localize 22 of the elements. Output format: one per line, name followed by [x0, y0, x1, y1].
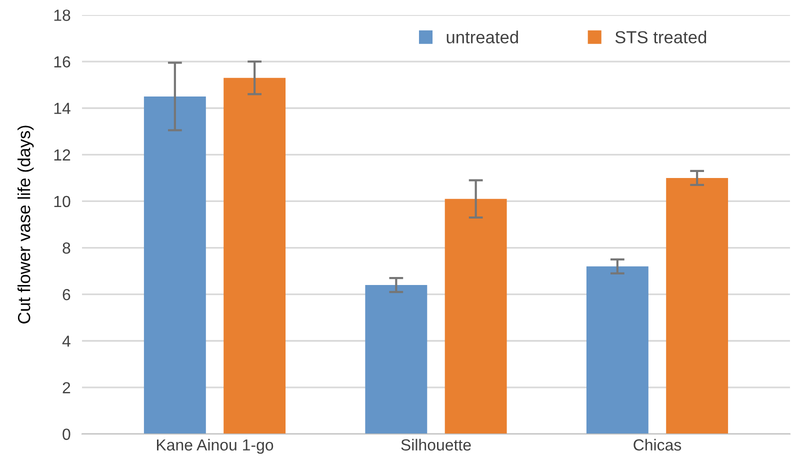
y-tick-label: 18: [54, 10, 70, 21]
x-tick-label: Kane Ainou 1-go: [157, 438, 274, 454]
bar: [444, 198, 507, 434]
legend-label: STS treated: [615, 30, 706, 44]
bar: [144, 96, 206, 434]
legend-label: untreated: [446, 30, 518, 44]
y-tick-label: 6: [62, 288, 70, 300]
y-tick-label: 0: [62, 428, 70, 440]
bar: [365, 285, 428, 434]
x-tick-label: Silhouette: [401, 438, 471, 451]
y-tick-label: 12: [54, 149, 70, 160]
x-tick-label: Chicas: [634, 438, 682, 451]
y-tick-label: 16: [54, 56, 70, 68]
y-axis-title: Cut flower vase life (days): [17, 126, 34, 324]
y-tick-label: 8: [62, 242, 70, 254]
bar: [586, 266, 648, 434]
y-tick-label: 2: [62, 382, 70, 394]
y-tick-label: 4: [62, 336, 70, 347]
bar: [224, 78, 286, 434]
y-tick-label: 14: [54, 102, 70, 114]
y-tick-label: 10: [54, 196, 70, 208]
bar: [666, 178, 728, 434]
